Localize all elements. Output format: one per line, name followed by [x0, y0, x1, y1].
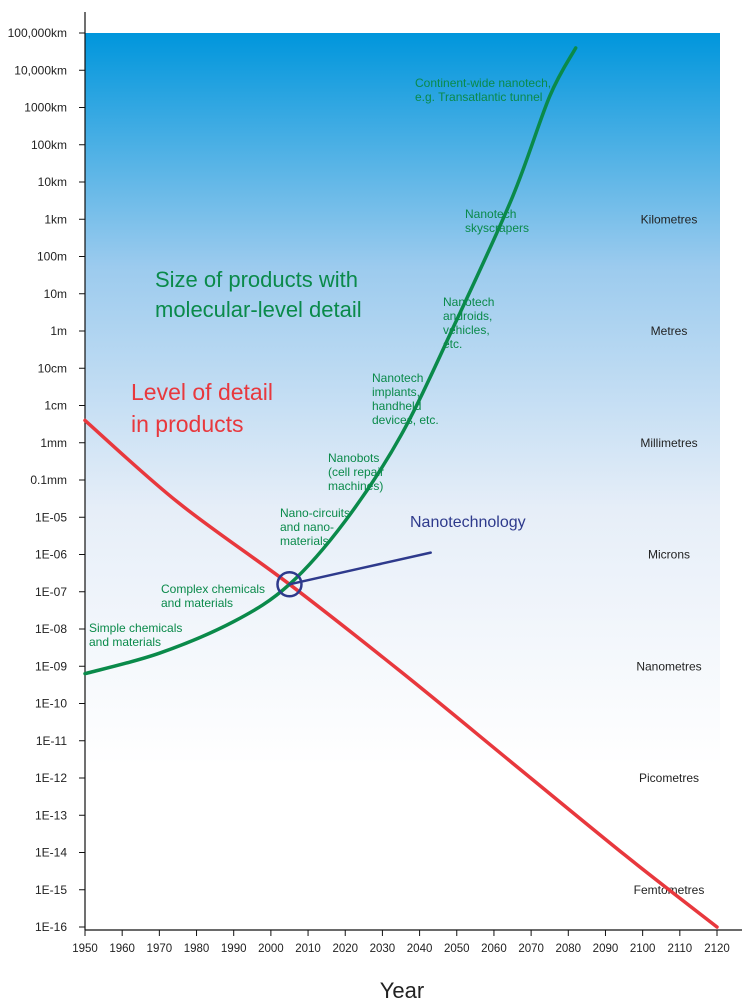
intersection-marker — [276, 571, 303, 598]
title-green: Size of products with molecular-level det… — [155, 267, 362, 322]
y-tick-label: 10m — [44, 287, 67, 301]
y-tick-label: 10,000km — [14, 63, 67, 77]
x-tick-label: 2030 — [370, 943, 396, 955]
annotation-skyscrapers: Nanotech skyscrapers — [465, 207, 529, 235]
y-tick-label: 1E-08 — [35, 622, 67, 636]
annotation-simple-chemicals: Simple chemicals and materials — [89, 621, 182, 649]
y-tick-label: 1E-13 — [35, 808, 67, 822]
x-axis-label: Year — [380, 978, 424, 1003]
x-tick-label: 1970 — [147, 943, 173, 955]
y-tick-label: 0.1mm — [30, 473, 67, 487]
annotation-complex-chemicals: Complex chemicals and materials — [161, 582, 265, 610]
y-tick-label: 100m — [37, 250, 67, 264]
series-line-red — [83, 418, 719, 929]
x-tick-label: 1990 — [221, 943, 247, 955]
x-tick-label: 2060 — [481, 943, 507, 955]
y-tick-label: 100,000km — [8, 26, 67, 40]
y-tick-label: 100km — [31, 138, 67, 152]
y-tick-labels: 100,000km 10,000km 1000km 100km 10km 1km 100m 1… — [8, 26, 85, 934]
y-tick-label: 1E-11 — [36, 734, 67, 748]
x-tick-label: 2070 — [518, 943, 544, 955]
annotation-continent-wide: Continent-wide nanotech, e.g. Transatlant… — [415, 76, 551, 104]
y-tick-label: 1E-15 — [35, 883, 67, 897]
y-tick-label: 1000km — [24, 101, 67, 115]
x-tick-label: 2020 — [332, 943, 358, 955]
y-tick-label: 1m — [50, 324, 67, 338]
annotation-androids: Nanotech androids, vehicles, etc. — [443, 295, 494, 351]
x-tick-label: 2080 — [555, 943, 581, 955]
annotation-nanobots: Nanobots (cell repair machines) — [328, 451, 384, 493]
y-tick-label: 1mm — [40, 436, 67, 450]
x-tick-label: 1980 — [184, 943, 210, 955]
nanotechnology-label: Nanotechnology — [410, 514, 526, 531]
y-tick-label: 1E-06 — [35, 548, 67, 562]
y-tick-label: 10km — [38, 175, 67, 189]
x-tick-label: 1960 — [109, 943, 135, 955]
y-tick-label: 1cm — [44, 399, 67, 413]
scale-label: Millimetres — [640, 436, 697, 450]
annotation-nano-circuits: Nano-circuits and nano-materials — [280, 506, 350, 548]
x-tick-label: 2000 — [258, 943, 284, 955]
titles: Size of products with molecular-level det… — [131, 267, 362, 437]
scale-label: Nanometres — [636, 659, 701, 673]
x-tick-label: 1950 — [72, 943, 98, 955]
scale-label: Kilometres — [641, 212, 698, 226]
x-tick-label: 2090 — [593, 943, 619, 955]
x-tick-label: 2010 — [295, 943, 321, 955]
y-tick-label: 1E-10 — [35, 697, 67, 711]
annotation-implants: Nanotech implants, handheld devices, etc. — [372, 371, 439, 427]
x-tick-label: 2120 — [704, 943, 730, 955]
scale-label: Picometres — [639, 771, 699, 785]
x-tick-labels: 1950 1960 1970 1980 1990 2000 2010 2020 2030 2040… — [72, 930, 730, 955]
y-tick-label: 1E-07 — [35, 585, 67, 599]
x-tick-label: 2050 — [444, 943, 470, 955]
x-tick-label: 2100 — [630, 943, 656, 955]
series-lines: Nanotechnology — [83, 46, 719, 929]
y-tick-label: 1E-14 — [35, 846, 67, 860]
y-tick-label: 1E-16 — [35, 920, 67, 934]
y-tick-label: 1km — [44, 212, 67, 226]
title-red: Level of detail in products — [131, 379, 273, 437]
annotations: Continent-wide nanotech, e.g. Transatlant… — [89, 76, 551, 649]
y-tick-label: 1E-09 — [35, 659, 67, 673]
y-tick-label: 1E-05 — [35, 510, 67, 524]
x-tick-label: 2040 — [407, 943, 433, 955]
axes — [84, 12, 742, 931]
scale-label: Metres — [651, 324, 688, 338]
y-tick-label: 10cm — [38, 361, 67, 375]
scale-label: Microns — [648, 548, 690, 562]
y-tick-label: 1E-12 — [35, 771, 67, 785]
series-line-green — [83, 46, 578, 676]
x-tick-label: 2110 — [667, 943, 692, 955]
